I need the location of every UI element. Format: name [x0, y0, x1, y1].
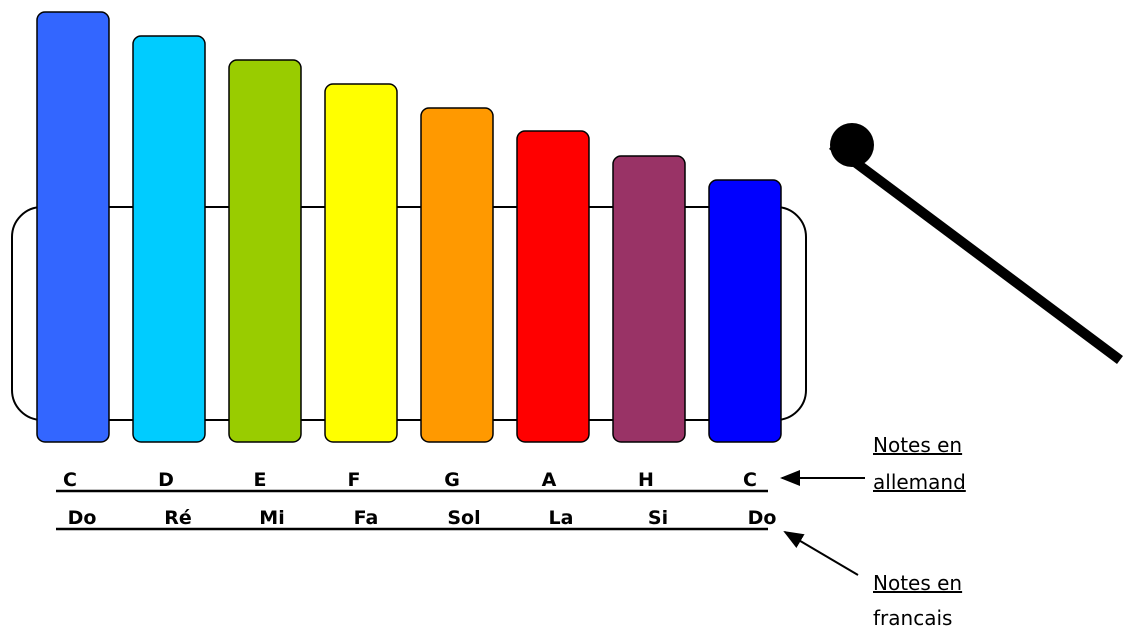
bar: [228, 59, 302, 443]
french-note: Ré: [164, 507, 192, 529]
mallet-stick: [829, 140, 1123, 365]
arrow: [783, 530, 859, 576]
xylophone-frame: [11, 206, 807, 421]
mallet-head: [830, 123, 874, 167]
german-note: C: [63, 469, 77, 491]
french-note: Do: [748, 507, 777, 529]
french-note: Sol: [447, 507, 480, 529]
french-row: Do Ré Mi Fa Sol La Si Do: [68, 507, 777, 529]
annotation: francais: [873, 606, 952, 630]
bars: [36, 11, 782, 443]
french-note: Mi: [259, 507, 284, 529]
french-note: Do: [68, 507, 97, 529]
french-note: Si: [648, 507, 668, 529]
german-note: E: [254, 469, 267, 491]
french-note: La: [549, 507, 574, 529]
bar: [132, 35, 206, 443]
annotation: Notes en: [873, 571, 962, 595]
annotation: Notes en: [873, 433, 962, 457]
german-note: C: [743, 469, 757, 491]
bar: [420, 107, 494, 443]
german-note: G: [444, 469, 460, 491]
bar: [516, 130, 590, 443]
german-note: H: [638, 469, 654, 491]
bar: [36, 11, 110, 443]
bar: [324, 83, 398, 443]
annotation: allemand: [873, 470, 966, 494]
german-note: A: [542, 469, 557, 491]
bar: [612, 155, 686, 443]
french-note: Fa: [354, 507, 379, 529]
german-note: F: [348, 469, 361, 491]
bar: [708, 179, 782, 443]
german-note: D: [158, 469, 174, 491]
